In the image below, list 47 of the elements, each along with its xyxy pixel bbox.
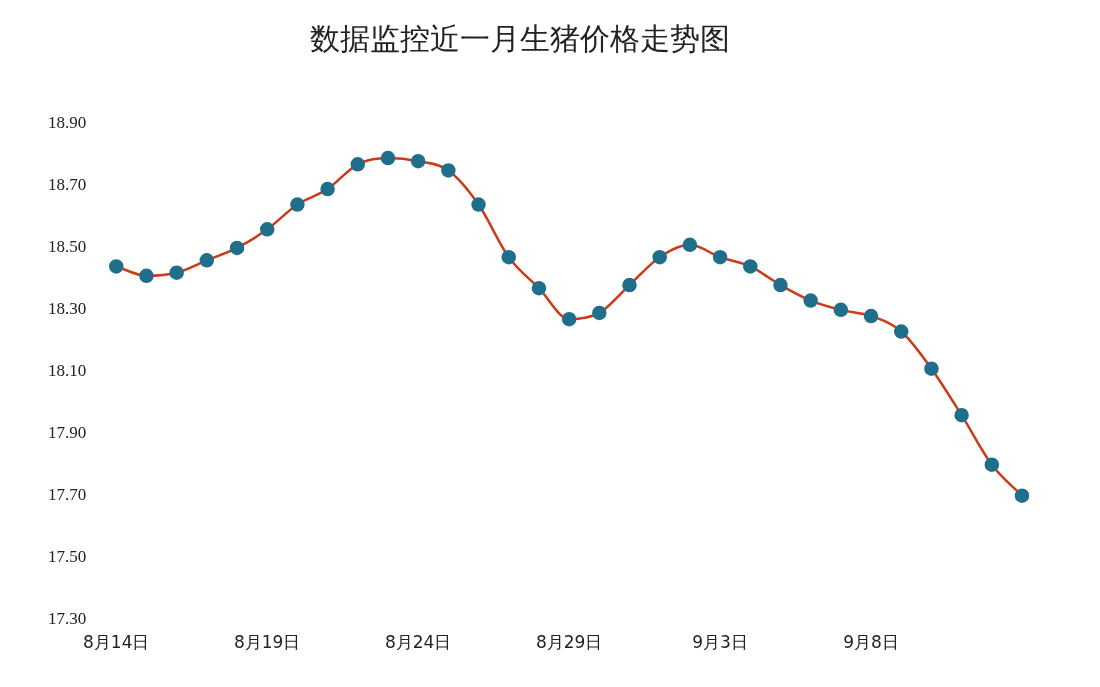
point: [229, 240, 245, 256]
point: [984, 457, 1000, 472]
point: [531, 280, 547, 296]
point: [441, 163, 456, 178]
point: [1014, 488, 1030, 503]
point: [471, 197, 486, 212]
point: [199, 253, 215, 268]
y-tick-label: 17.50: [48, 547, 87, 567]
point: [712, 249, 728, 265]
point: [169, 265, 184, 280]
point: [893, 324, 909, 339]
y-tick-label: 17.30: [48, 609, 87, 629]
point: [290, 197, 305, 212]
point: [743, 259, 758, 274]
point: [954, 407, 969, 423]
x-tick-label: 8月14日: [83, 632, 150, 653]
point: [863, 308, 879, 324]
point: [139, 268, 154, 284]
chart-title: 数据监控近一月生猪价格走势图: [310, 20, 730, 56]
y-tick-label: 17.70: [48, 485, 87, 505]
point: [652, 249, 667, 265]
y-tick-label: 18.90: [48, 113, 87, 133]
point: [350, 157, 366, 172]
x-tick-label: 9月3日: [692, 632, 748, 653]
point: [833, 302, 849, 318]
point: [380, 150, 396, 166]
point: [924, 361, 939, 376]
y-tick-label: 18.30: [48, 299, 87, 319]
point: [109, 259, 124, 274]
x-tick-label: 9月8日: [843, 632, 899, 653]
point: [803, 293, 818, 308]
y-tick-label: 18.50: [48, 237, 87, 257]
point: [320, 181, 335, 197]
point: [259, 222, 275, 237]
point: [622, 277, 637, 293]
point: [501, 249, 516, 265]
point: [410, 153, 426, 169]
point: [682, 237, 698, 253]
x-tick-label: 8月29日: [535, 632, 603, 653]
point: [592, 305, 607, 321]
point: [561, 311, 577, 327]
y-tick-label: 18.10: [48, 361, 87, 381]
y-tick-label: 17.90: [48, 423, 87, 443]
y-tick-label: 18.70: [48, 175, 87, 195]
x-tick-label: 8月24日: [384, 632, 452, 653]
point: [773, 277, 788, 293]
x-tick-label: 8月19日: [233, 632, 301, 653]
